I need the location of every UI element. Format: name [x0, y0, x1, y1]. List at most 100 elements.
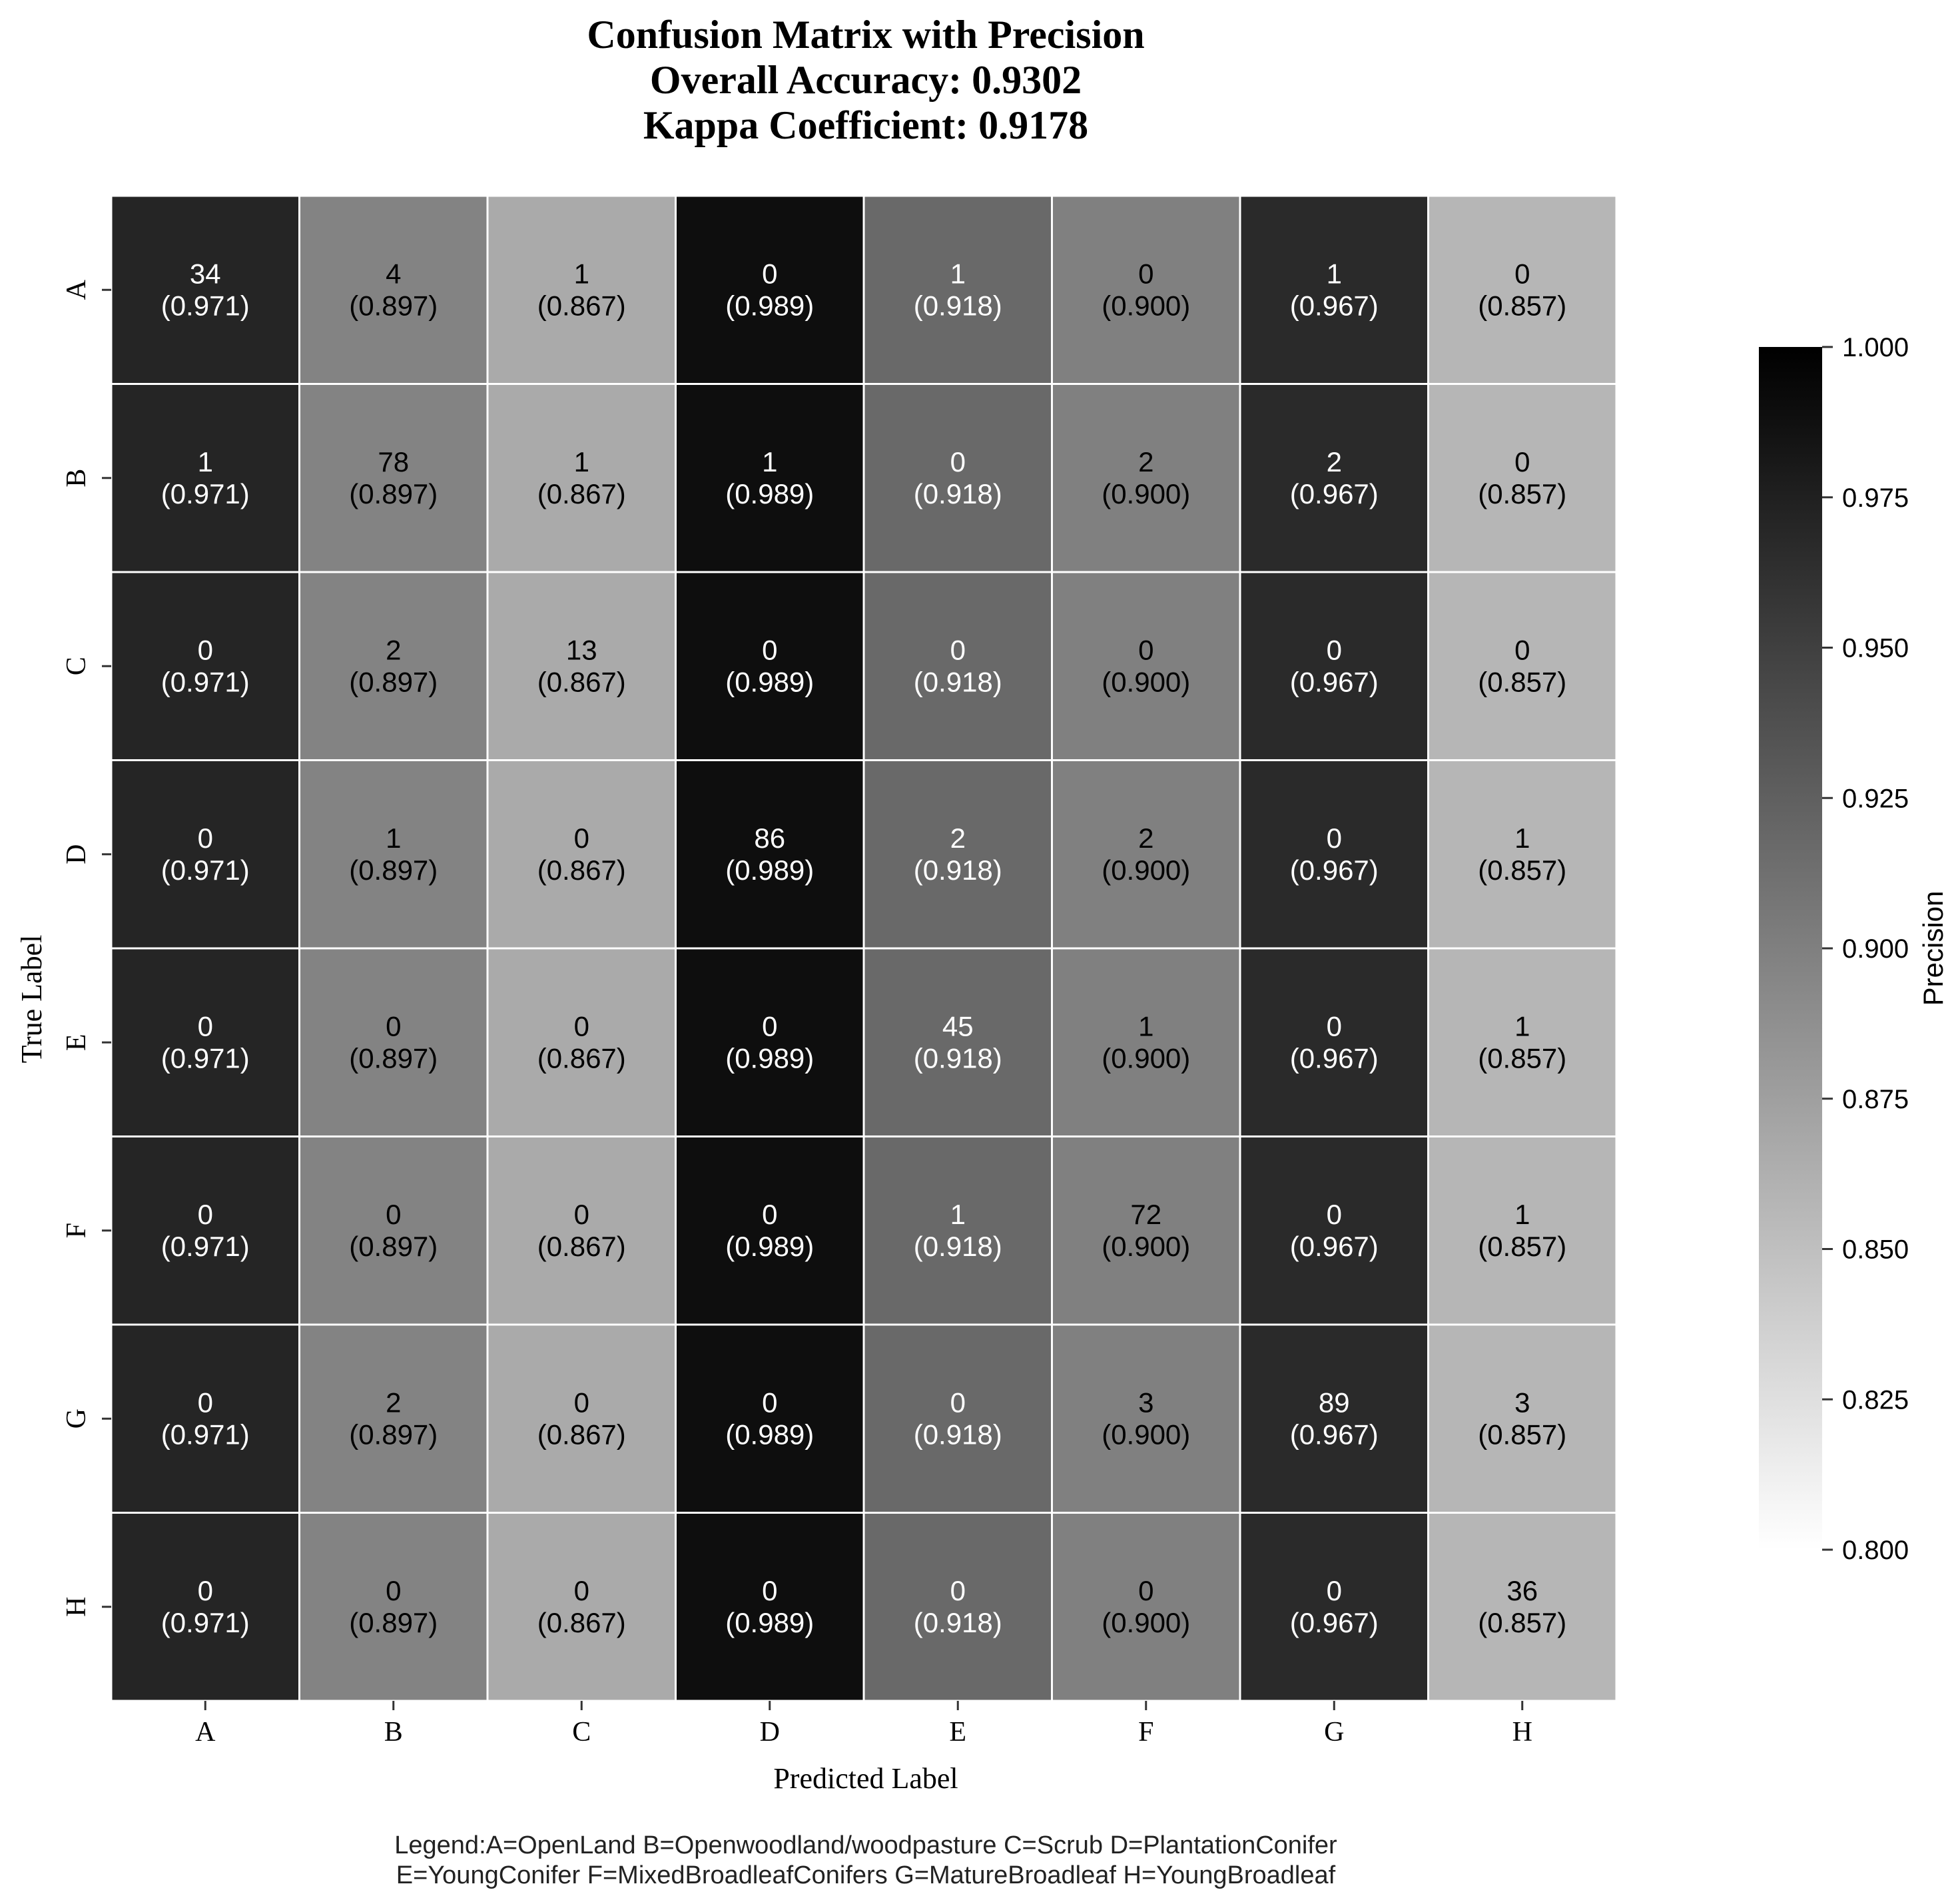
heatmap-cell — [298, 1135, 489, 1326]
cell-precision-label: (0.967) — [1290, 666, 1379, 697]
cell-count-label: 2 — [386, 1387, 401, 1418]
x-axis-ticks: A B C D E F G H — [195, 1701, 1532, 1747]
cell-count-label: 1 — [1138, 1010, 1153, 1042]
heatmap-cell — [1239, 383, 1429, 573]
heatmap-cell — [1239, 759, 1429, 950]
cell-count-label: 0 — [574, 822, 589, 854]
cell-count-label: 72 — [1130, 1199, 1161, 1230]
x-tick-label: E — [949, 1717, 966, 1747]
cell-precision-label: (0.967) — [1290, 854, 1379, 886]
cell-count-label: 4 — [386, 258, 401, 289]
cell-count-label: 86 — [754, 822, 785, 854]
x-tick-label: H — [1512, 1717, 1532, 1747]
colorbar-tick-label: 0.850 — [1842, 1235, 1909, 1265]
heatmap-cell — [1239, 1323, 1429, 1514]
cell-count-label: 1 — [1514, 1199, 1530, 1230]
x-axis-label: Predicted Label — [773, 1762, 958, 1795]
heatmap-cell — [862, 759, 1053, 950]
cell-count-label: 2 — [950, 822, 966, 854]
cell-count-label: 0 — [1138, 258, 1153, 289]
cell-count-label: 0 — [950, 634, 966, 665]
heatmap-cell — [486, 1512, 677, 1702]
heatmap-cell — [298, 1323, 489, 1514]
cell-precision-label: (0.989) — [725, 1231, 814, 1262]
heatmap-cell — [110, 194, 300, 385]
heatmap-cell — [110, 571, 300, 761]
cell-precision-label: (0.857) — [1478, 1231, 1566, 1262]
cell-precision-label: (0.867) — [537, 1042, 626, 1074]
cell-precision-label: (0.900) — [1102, 1042, 1190, 1074]
heatmap-cell — [486, 1323, 677, 1514]
chart-title-line-3: Kappa Coefficient: 0.9178 — [643, 103, 1088, 147]
cell-precision-label: (0.900) — [1102, 290, 1190, 321]
cell-count-label: 0 — [762, 258, 777, 289]
cell-precision-label: (0.971) — [161, 1231, 250, 1262]
cell-precision-label: (0.857) — [1478, 478, 1566, 509]
cell-precision-label: (0.989) — [725, 1607, 814, 1638]
cell-count-label: 1 — [1327, 258, 1342, 289]
cell-precision-label: (0.900) — [1102, 666, 1190, 697]
cell-precision-label: (0.971) — [161, 1607, 250, 1638]
cell-count-label: 0 — [574, 1010, 589, 1042]
heatmap-cell — [1427, 1323, 1618, 1514]
chart-title: Confusion Matrix with Precision Overall … — [587, 13, 1144, 147]
heatmap-cell — [862, 1323, 1053, 1514]
colorbar-tick-label: 0.800 — [1842, 1536, 1909, 1565]
cell-count-label: 0 — [198, 1387, 213, 1418]
cell-count-label: 0 — [950, 446, 966, 477]
cell-count-label: 89 — [1319, 1387, 1350, 1418]
cell-count-label: 0 — [762, 634, 777, 665]
cell-count-label: 0 — [1327, 1010, 1342, 1042]
colorbar-ticks: 0.800 0.825 0.850 0.875 0.900 0.925 0.950 0.975… — [1822, 333, 1909, 1565]
cell-precision-label: (0.897) — [349, 1042, 438, 1074]
cell-precision-label: (0.867) — [537, 478, 626, 509]
heatmap-cell — [1427, 194, 1618, 385]
cell-count-label: 1 — [1514, 822, 1530, 854]
cell-count-label: 0 — [762, 1575, 777, 1606]
cell-count-label: 2 — [386, 634, 401, 665]
cell-precision-label: (0.857) — [1478, 854, 1566, 886]
cell-count-label: 45 — [942, 1010, 974, 1042]
cell-precision-label: (0.971) — [161, 1419, 250, 1450]
heatmap-cell — [486, 571, 677, 761]
cell-count-label: 0 — [386, 1010, 401, 1042]
class-legend: Legend:A=OpenLand B=Openwoodland/woodpas… — [394, 1831, 1337, 1889]
cell-precision-label: (0.989) — [725, 854, 814, 886]
cell-count-label: 0 — [386, 1575, 401, 1606]
heatmap-cell — [1427, 571, 1618, 761]
cell-count-label: 0 — [1327, 1575, 1342, 1606]
heatmap-cell — [486, 759, 677, 950]
y-axis-ticks: A B C D E F G H — [61, 279, 111, 1617]
cell-count-label: 0 — [198, 1199, 213, 1230]
heatmap-cell — [298, 383, 489, 573]
cell-precision-label: (0.867) — [537, 1607, 626, 1638]
heatmap-cell — [1239, 571, 1429, 761]
heatmap-cell — [862, 947, 1053, 1137]
cell-precision-label: (0.971) — [161, 1042, 250, 1074]
cell-precision-label: (0.989) — [725, 1419, 814, 1450]
heatmap-cell — [1051, 1323, 1241, 1514]
cell-count-label: 0 — [198, 1575, 213, 1606]
cell-count-label: 2 — [1138, 446, 1153, 477]
heatmap-cell — [110, 1323, 300, 1514]
x-tick-label: D — [760, 1717, 780, 1747]
cell-count-label: 1 — [950, 1199, 966, 1230]
heatmap-cell — [1051, 194, 1241, 385]
cell-count-label: 1 — [198, 446, 213, 477]
colorbar-tick-label: 0.950 — [1842, 634, 1909, 663]
heatmap-cell — [675, 571, 865, 761]
cell-count-label: 0 — [574, 1575, 589, 1606]
colorbar-gradient — [1759, 347, 1822, 1550]
cell-precision-label: (0.918) — [914, 854, 1002, 886]
heatmap-cell — [862, 194, 1053, 385]
cell-count-label: 1 — [762, 446, 777, 477]
cell-count-label: 0 — [762, 1010, 777, 1042]
cell-count-label: 0 — [198, 634, 213, 665]
cell-precision-label: (0.867) — [537, 290, 626, 321]
cell-precision-label: (0.918) — [914, 1419, 1002, 1450]
heatmap-cell — [486, 1135, 677, 1326]
heatmap-cell — [675, 194, 865, 385]
heatmap-cell — [675, 759, 865, 950]
colorbar-tick-label: 0.825 — [1842, 1385, 1909, 1415]
